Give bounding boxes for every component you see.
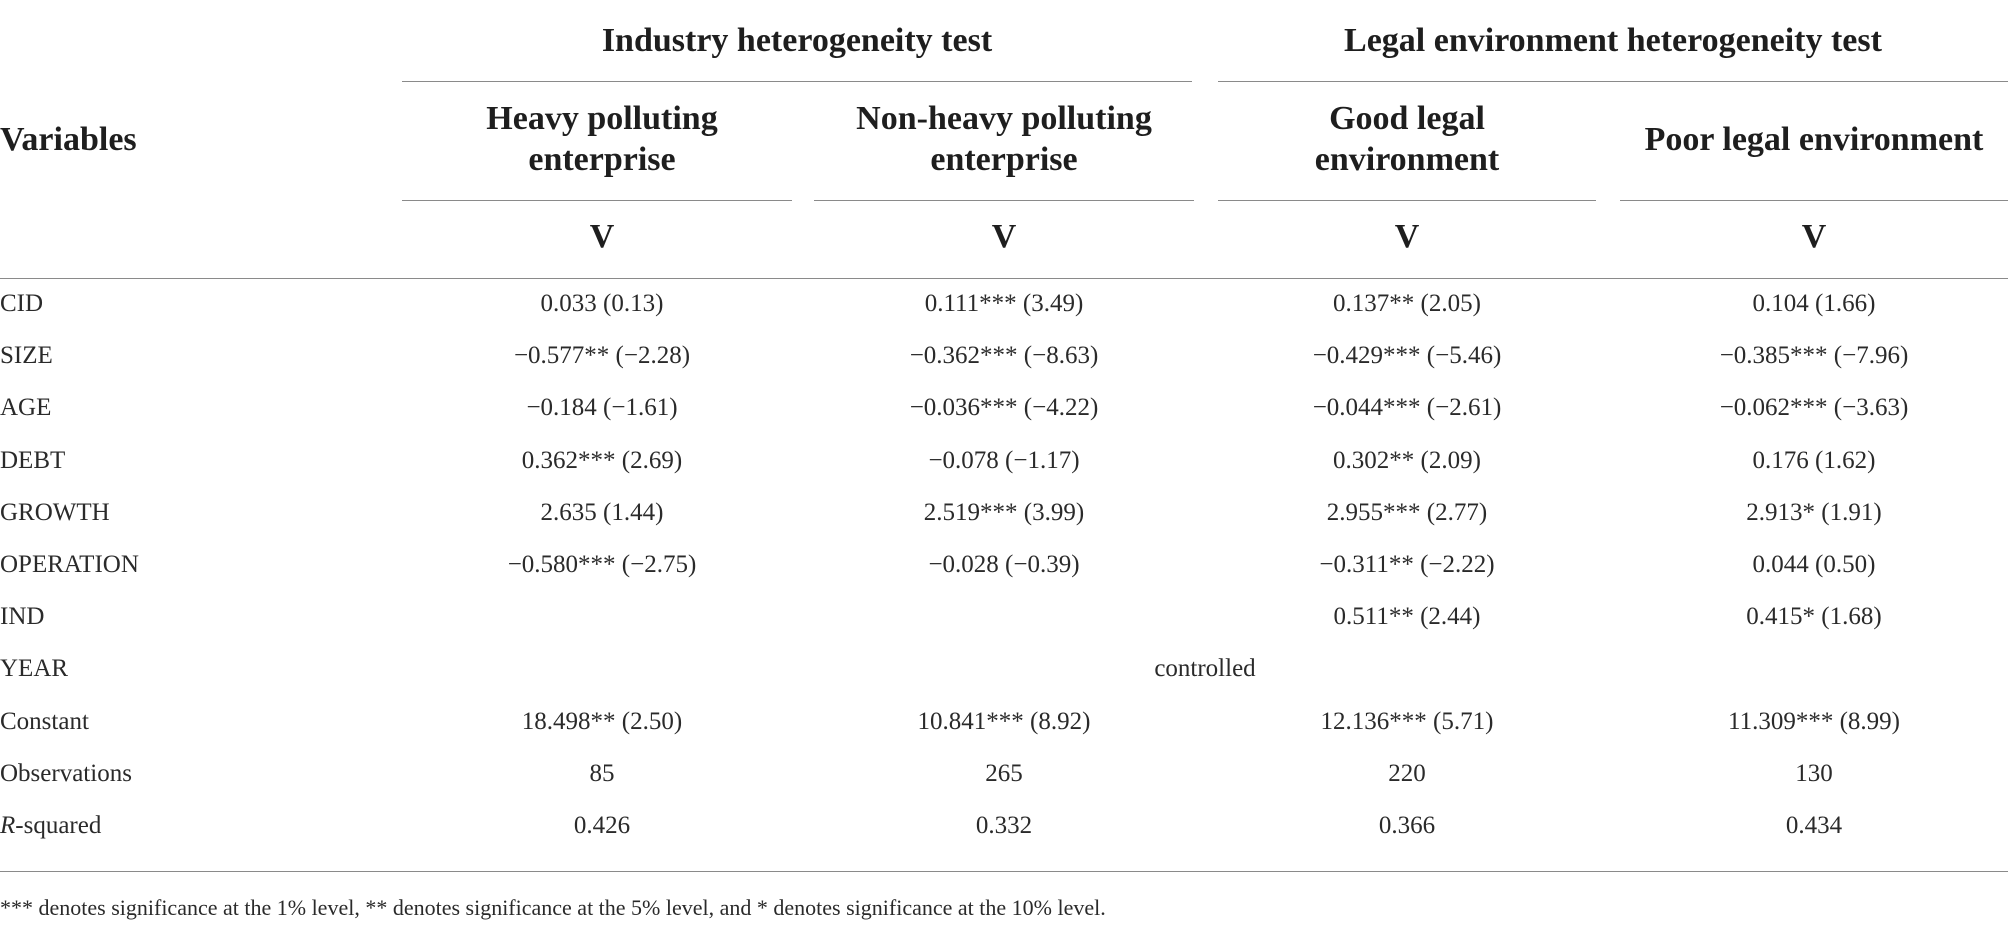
variables-header: Variables	[0, 121, 137, 158]
row-label-text: YEAR	[0, 655, 69, 682]
column-header-heavy-line1: Heavy polluting	[486, 100, 718, 137]
column-header-poor-legal-line1: Poor legal environment	[1644, 121, 1984, 158]
column-header-good-legal: Good legal environment	[1218, 98, 1596, 180]
table-cell: −0.311** (−2.22)	[1319, 551, 1495, 578]
row-span-cell: controlled	[1154, 655, 1256, 682]
table-cell: −0.385*** (−7.96)	[1719, 342, 1909, 369]
table-cell: 0.111*** (3.49)	[924, 290, 1084, 317]
table-cell: 0.104 (1.66)	[1752, 290, 1876, 317]
column-header-nonheavy: Non-heavy polluting enterprise	[814, 98, 1194, 180]
group-header-legal: Legal environment heterogeneity test	[1344, 22, 1882, 59]
table-cell: −0.062*** (−3.63)	[1719, 394, 1909, 421]
column-header-heavy: Heavy polluting enterprise	[402, 98, 802, 180]
table-bottom-rule	[0, 871, 2008, 872]
table-cell: 2.635 (1.44)	[540, 499, 664, 526]
table-cell: −0.036*** (−4.22)	[909, 394, 1099, 421]
row-label-text: GROWTH	[0, 499, 110, 526]
table-cell: 0.033 (0.13)	[540, 290, 664, 317]
row-label: YEAR	[0, 654, 68, 684]
table-cell: −0.184 (−1.61)	[526, 394, 678, 421]
row-label-text: SIZE	[0, 342, 53, 369]
column-header-good-legal-line1: Good legal	[1329, 100, 1485, 137]
row-label: Observations	[0, 759, 132, 789]
column-rule-poor-legal	[1620, 200, 2008, 201]
table-cell: −0.078 (−1.17)	[928, 447, 1080, 474]
table-cell: −0.362*** (−8.63)	[909, 342, 1099, 369]
row-label: R-squared	[0, 811, 101, 841]
row-label: SIZE	[0, 341, 53, 371]
column-rule-nonheavy	[814, 200, 1194, 201]
group-header-industry: Industry heterogeneity test	[601, 22, 993, 59]
table-cell: 0.434	[1785, 812, 1843, 839]
table-cell: 0.362*** (2.69)	[521, 447, 683, 474]
row-label: OPERATION	[0, 550, 139, 580]
table-cell: 18.498** (2.50)	[521, 708, 683, 735]
table-cell: 0.415* (1.68)	[1746, 603, 1882, 630]
row-label: DEBT	[0, 446, 65, 476]
dependent-label: V	[1394, 218, 1420, 255]
table-cell: 12.136*** (5.71)	[1320, 708, 1494, 735]
table-cell: 265	[985, 760, 1023, 787]
table-cell: 10.841*** (8.92)	[917, 708, 1091, 735]
row-label: AGE	[0, 393, 51, 423]
table-cell: 0.137** (2.05)	[1333, 290, 1481, 317]
row-label-text: AGE	[0, 394, 52, 421]
table-cell: 85	[589, 760, 615, 787]
row-label-italic: R	[0, 812, 16, 839]
table-cell: 0.176 (1.62)	[1752, 447, 1876, 474]
table-cell: 130	[1795, 760, 1833, 787]
table-cell: −0.028 (−0.39)	[928, 551, 1080, 578]
row-label: CID	[0, 289, 43, 319]
table-cell: −0.044*** (−2.61)	[1312, 394, 1502, 421]
table-cell: −0.577** (−2.28)	[513, 342, 691, 369]
table-footnote: *** denotes significance at the 1% level…	[0, 895, 1106, 920]
dependent-label: V	[589, 218, 615, 255]
row-label-text: Observations	[0, 760, 132, 787]
row-label-text: -squared	[15, 812, 102, 839]
table-cell: 11.309*** (8.99)	[1728, 708, 1900, 735]
table-cell: 0.332	[975, 812, 1033, 839]
column-rule-heavy	[402, 200, 792, 201]
group-rule-industry	[402, 81, 1192, 82]
column-header-poor-legal: Poor legal environment	[1620, 119, 2008, 160]
row-label-text: IND	[0, 603, 45, 630]
row-label: IND	[0, 602, 44, 632]
table-cell: 0.044 (0.50)	[1752, 551, 1876, 578]
table-cell: 2.519*** (3.99)	[923, 499, 1085, 526]
row-label-text: DEBT	[0, 447, 66, 474]
table-cell: 0.366	[1378, 812, 1436, 839]
table-cell: 0.302** (2.09)	[1333, 447, 1481, 474]
table-cell: 220	[1388, 760, 1426, 787]
dependent-label: V	[1801, 218, 1827, 255]
column-header-good-legal-line2: environment	[1314, 141, 1500, 178]
row-label-text: OPERATION	[0, 551, 139, 578]
table-cell: −0.580*** (−2.75)	[507, 551, 697, 578]
dependent-label: V	[991, 218, 1017, 255]
column-header-heavy-line2: enterprise	[528, 141, 676, 178]
row-label: GROWTH	[0, 498, 110, 528]
group-rule-legal	[1218, 81, 2008, 82]
row-label-text: CID	[0, 290, 44, 317]
table-cell: 0.426	[573, 812, 631, 839]
row-label: Constant	[0, 707, 89, 737]
table-cell: 0.511** (2.44)	[1333, 603, 1481, 630]
column-rule-good-legal	[1218, 200, 1596, 201]
column-header-nonheavy-line1: Non-heavy polluting	[856, 100, 1152, 137]
table-cell: −0.429*** (−5.46)	[1312, 342, 1502, 369]
row-label-text: Constant	[0, 708, 89, 735]
table-cell: 2.913* (1.91)	[1746, 499, 1882, 526]
header-bottom-rule	[0, 278, 2008, 279]
column-header-nonheavy-line2: enterprise	[930, 141, 1078, 178]
table-cell: 2.955*** (2.77)	[1326, 499, 1488, 526]
